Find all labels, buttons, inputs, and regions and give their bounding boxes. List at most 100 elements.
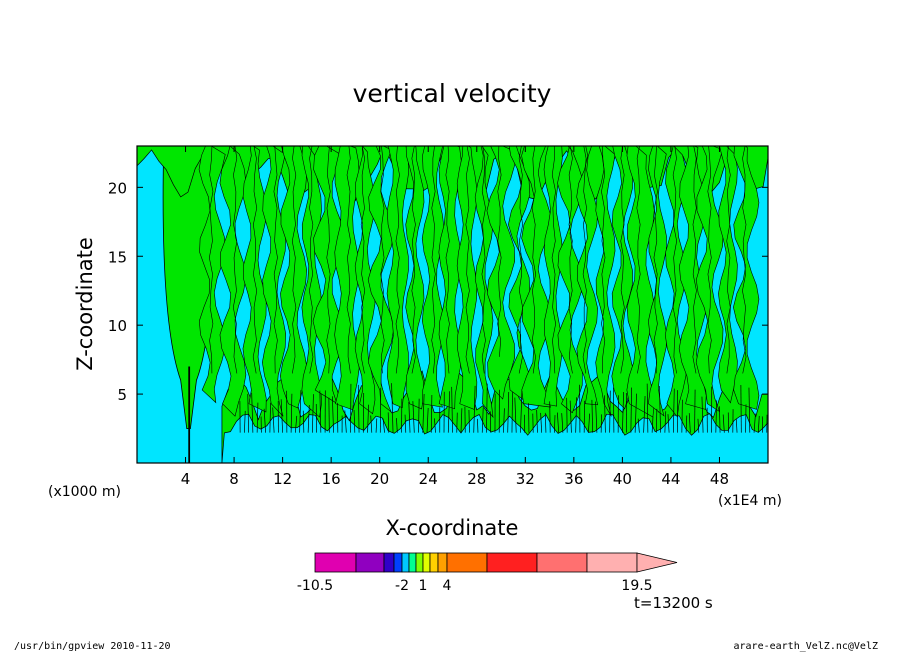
- y-tick-label: 5: [117, 386, 127, 404]
- surface-contour: [451, 386, 453, 433]
- plume-contour: [481, 146, 486, 374]
- surface-contour: [685, 415, 688, 433]
- plume: [733, 146, 760, 410]
- surface-contour: [370, 415, 373, 433]
- surface-contour: [591, 399, 594, 433]
- surface-contour: [643, 396, 646, 433]
- surface-contour: [408, 401, 411, 433]
- plume-contour: [326, 146, 331, 374]
- plume-contour: [551, 146, 556, 374]
- plume-contour: [636, 146, 641, 374]
- plume: [543, 146, 563, 407]
- surface-contour: [382, 418, 385, 433]
- surface-contour: [299, 390, 302, 433]
- surface-contour: [418, 398, 420, 433]
- surface-contour: [486, 383, 488, 433]
- x-tick-label: 40: [613, 470, 632, 488]
- plume-contour: [395, 146, 400, 374]
- x-unit-left: (x1000 m): [48, 484, 121, 500]
- x-tick-label: 44: [661, 470, 680, 488]
- plume-contour: [360, 146, 366, 374]
- plume: [648, 146, 667, 417]
- plume: [405, 146, 425, 410]
- surface-contour: [311, 394, 314, 433]
- surface-contour: [332, 396, 334, 433]
- x-tick-label: 4: [181, 470, 191, 488]
- surface-contour: [319, 390, 322, 433]
- colorbar-label: 4: [443, 578, 452, 594]
- plume-contour: [568, 146, 573, 374]
- surface-contour: [701, 396, 704, 433]
- plume-contour: [380, 146, 385, 374]
- surface-contour: [561, 413, 564, 433]
- plume-contour: [209, 146, 214, 374]
- surface-contour: [396, 418, 398, 433]
- chart-title: vertical velocity: [353, 79, 552, 108]
- surface-contour: [412, 401, 415, 433]
- surface-contour: [295, 415, 298, 433]
- plume-contour: [497, 146, 502, 357]
- colorbar-segment: [408, 552, 417, 573]
- colorbar-segment: [355, 552, 385, 573]
- plume-contour: [518, 146, 524, 374]
- x-unit-right: (x1E4 m): [718, 493, 782, 509]
- surface-contour: [719, 406, 721, 433]
- y-axis-ticks: 5 10 15 20: [108, 179, 768, 404]
- surface-contour: [434, 418, 436, 433]
- plume-contour: [252, 146, 258, 374]
- x-tick-label: 8: [229, 470, 239, 488]
- surface-contour: [387, 412, 390, 433]
- surface-contour: [468, 409, 470, 433]
- surface-contour: [681, 399, 683, 433]
- x-axis-ticks: 4 8 12 16 20 24 28 32 36 40 44 48: [181, 146, 729, 488]
- plume: [438, 146, 462, 410]
- plume: [576, 146, 599, 406]
- plume-contour: [692, 146, 697, 374]
- colorbar-segment: [429, 552, 439, 573]
- surface-contour: [637, 418, 640, 433]
- colorbar-segment: [401, 552, 410, 573]
- x-tick-label: 20: [370, 470, 389, 488]
- surface-contour: [544, 412, 547, 433]
- surface-contour: [256, 402, 259, 433]
- surface-contour: [290, 393, 293, 433]
- surface-contour: [511, 392, 513, 433]
- surface-contour: [244, 410, 246, 433]
- surface-contour: [630, 387, 632, 433]
- plume: [354, 146, 376, 415]
- plume-contour: [742, 146, 747, 374]
- plume: [595, 146, 616, 417]
- plume-contour: [273, 146, 278, 374]
- colorbar-segment: [314, 552, 357, 573]
- colorbar-segment: [536, 552, 588, 573]
- y-axis-label: Z-coordinate: [73, 237, 97, 371]
- colorbar-segment: [446, 552, 488, 573]
- surface-contour: [651, 416, 654, 433]
- surface-contour: [697, 418, 700, 433]
- y-tick-label: 20: [108, 179, 127, 197]
- colorbar-extend-arrow: [636, 552, 678, 573]
- surface-contour: [673, 388, 675, 433]
- plot-area: [136, 145, 769, 464]
- plume-contour: [232, 146, 238, 374]
- surface-contour: [694, 389, 696, 433]
- surface-contour: [735, 418, 738, 433]
- surface-contour: [688, 413, 691, 433]
- plume-contour: [445, 146, 450, 374]
- colorbar-segment: [393, 552, 403, 573]
- surface-contour: [748, 387, 751, 433]
- plume: [718, 146, 738, 404]
- x-tick-label: 32: [516, 470, 535, 488]
- surface-contour: [269, 402, 271, 433]
- plume-contour: [707, 146, 712, 374]
- surface-contour: [634, 393, 637, 433]
- surface-contour: [520, 390, 523, 433]
- surface-contour: [514, 397, 517, 433]
- y-tick-label: 10: [108, 317, 127, 335]
- plume: [334, 146, 360, 411]
- surface-contour: [280, 399, 283, 433]
- plume-contour: [531, 146, 536, 374]
- surface-contour: [667, 414, 670, 433]
- plume: [279, 146, 308, 409]
